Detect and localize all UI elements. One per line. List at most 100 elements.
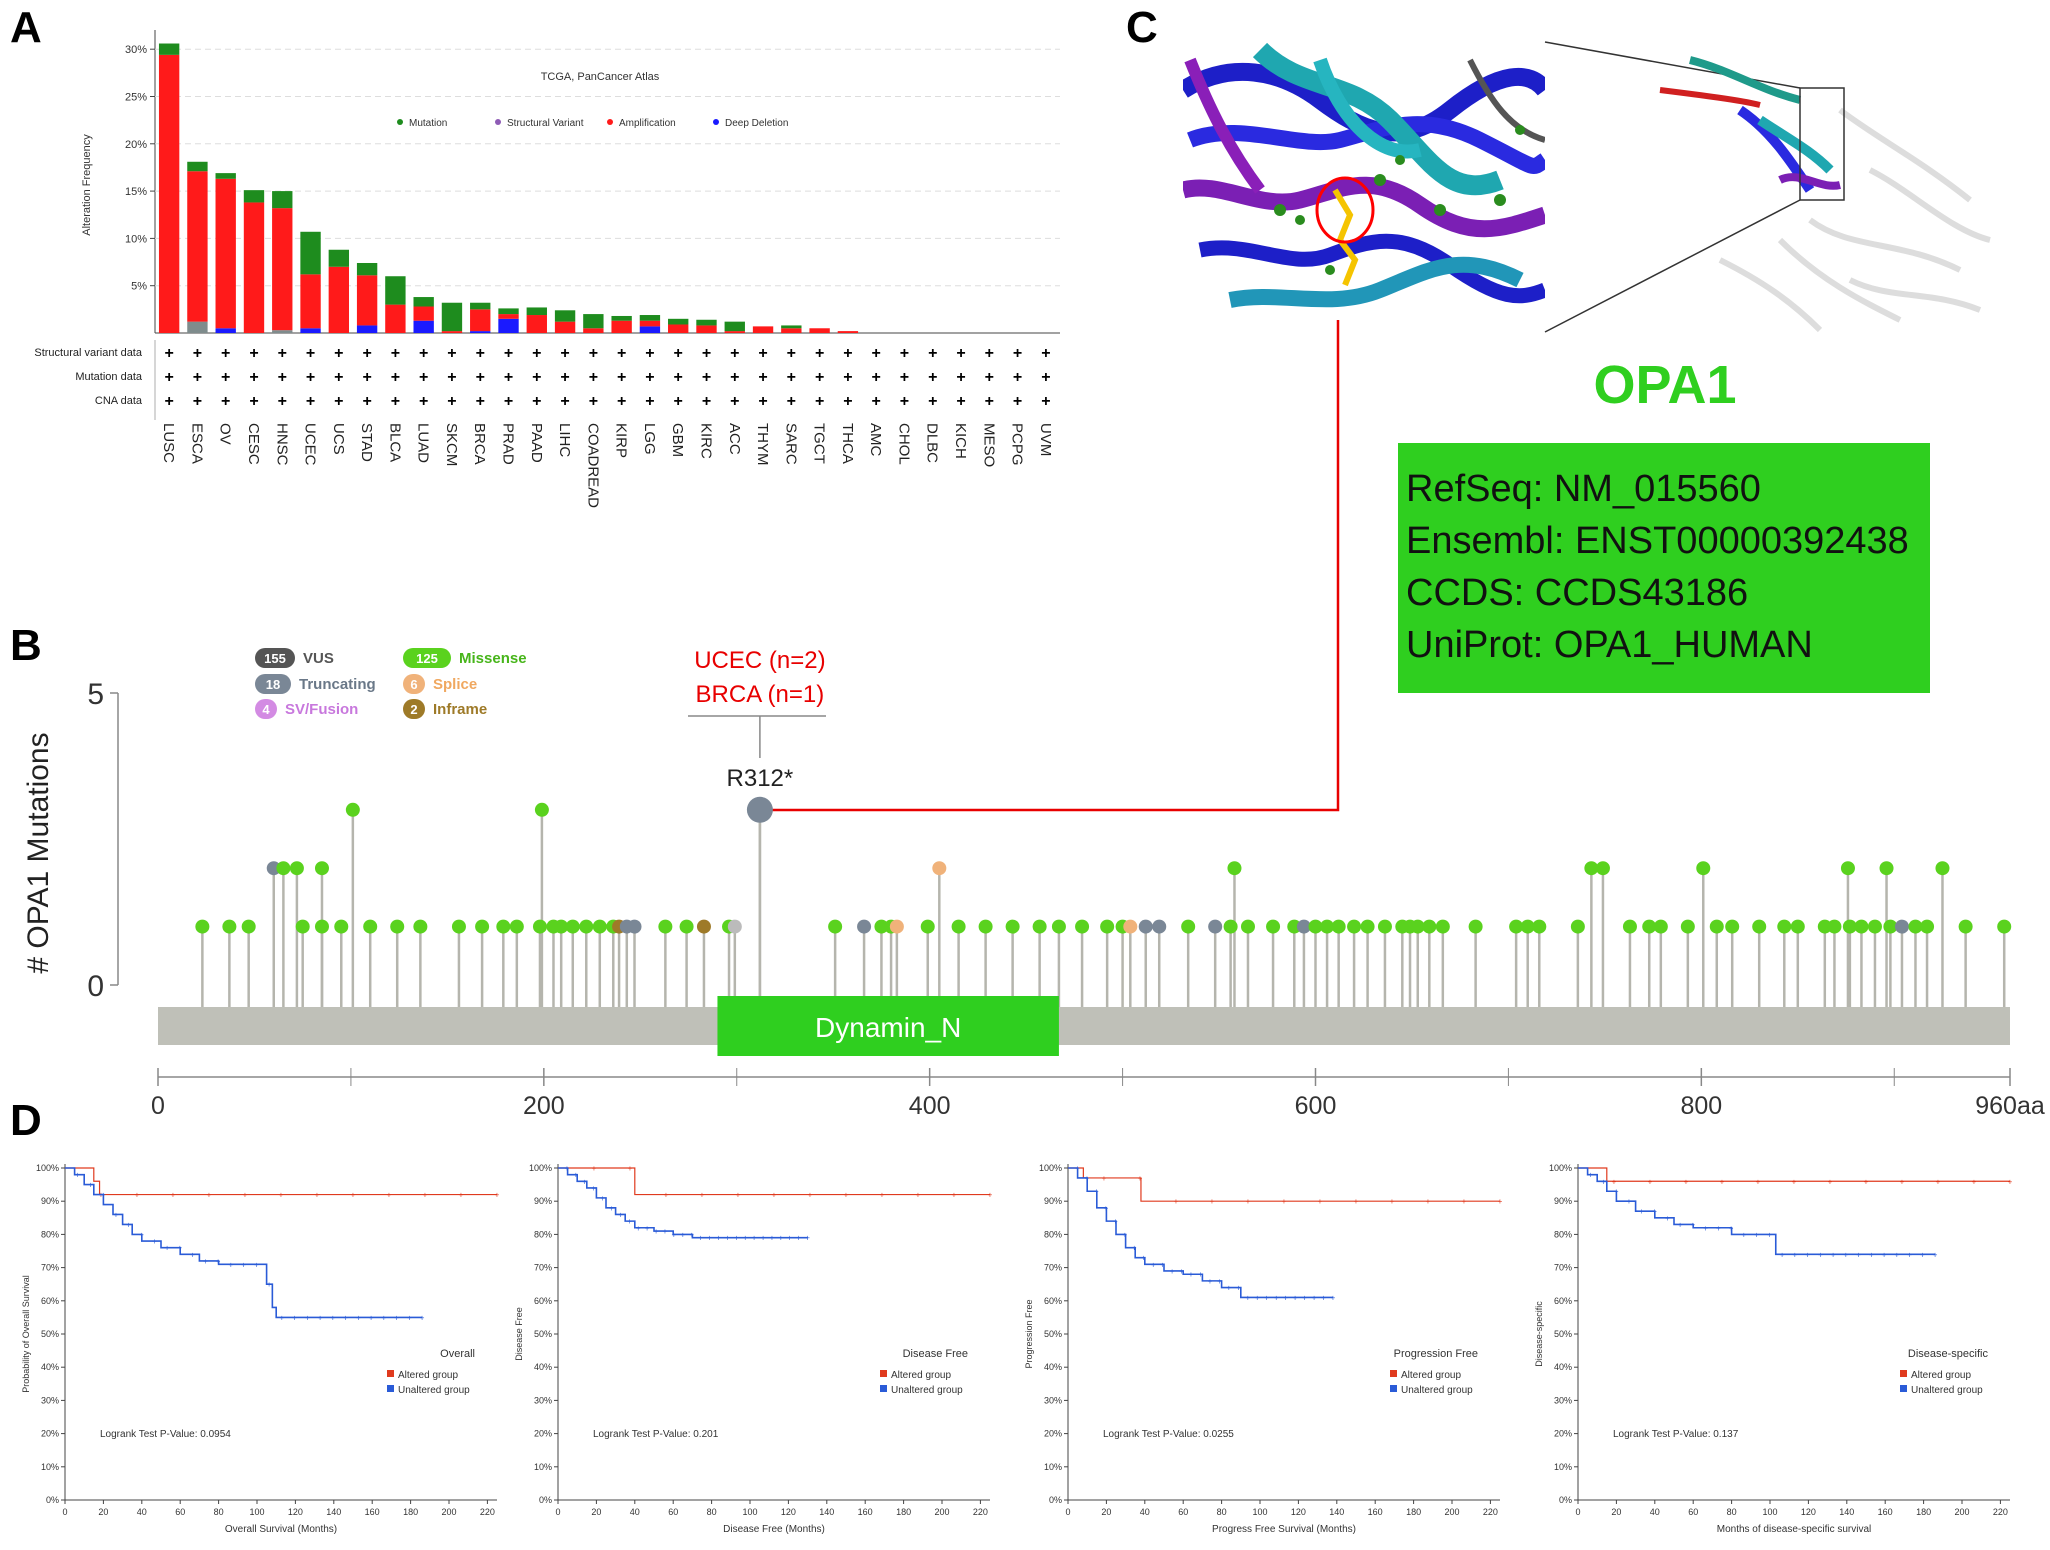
mutation-point-209[interactable] bbox=[554, 919, 569, 934]
censor-mark: + bbox=[305, 1313, 310, 1322]
mutation-point-101[interactable] bbox=[345, 802, 360, 817]
mutation-point-512[interactable] bbox=[1138, 919, 1153, 934]
mutation-point-793[interactable] bbox=[1680, 919, 1695, 934]
mutation-point-620[interactable] bbox=[1347, 919, 1362, 934]
mutation-point-492[interactable] bbox=[1100, 919, 1115, 934]
mutation-point-37[interactable] bbox=[222, 919, 237, 934]
dynamin-n-domain[interactable] bbox=[717, 996, 1059, 1056]
mutation-point-666[interactable] bbox=[1435, 919, 1450, 934]
mutation-point-736[interactable] bbox=[1570, 919, 1585, 934]
mutation-point-229[interactable] bbox=[592, 919, 607, 934]
mutation-point-659[interactable] bbox=[1422, 919, 1437, 934]
mutation-point-578[interactable] bbox=[1266, 919, 1281, 934]
mutation-point-716[interactable] bbox=[1532, 919, 1547, 934]
mutation-point-534[interactable] bbox=[1181, 919, 1196, 934]
mutation-point-843[interactable] bbox=[1777, 919, 1792, 934]
mutation-point-749[interactable] bbox=[1595, 861, 1610, 876]
mutation-point-898[interactable] bbox=[1883, 919, 1898, 934]
mutation-point-136[interactable] bbox=[413, 919, 428, 934]
mutation-point-375[interactable] bbox=[874, 919, 889, 934]
mutation-point-558[interactable] bbox=[1227, 861, 1242, 876]
mutation-point-850[interactable] bbox=[1790, 919, 1805, 934]
mutation-point-366[interactable] bbox=[857, 919, 872, 934]
mutation-point-876[interactable] bbox=[1840, 861, 1855, 876]
mutation-point-743[interactable] bbox=[1584, 861, 1599, 876]
mutation-point-85[interactable] bbox=[314, 919, 329, 934]
mutation-point-904[interactable] bbox=[1894, 919, 1909, 934]
mutation-point-47[interactable] bbox=[241, 919, 256, 934]
mutation-point-247[interactable] bbox=[627, 919, 642, 934]
mutation-point-299[interactable] bbox=[727, 919, 742, 934]
mutation-point-263[interactable] bbox=[658, 919, 673, 934]
mutation-point-600[interactable] bbox=[1308, 919, 1323, 934]
mutation-point-917[interactable] bbox=[1920, 919, 1935, 934]
mutation-point-519[interactable] bbox=[1152, 919, 1167, 934]
mutation-point-779[interactable] bbox=[1653, 919, 1668, 934]
mutation-point-479[interactable] bbox=[1075, 919, 1090, 934]
mutation-point-443[interactable] bbox=[1005, 919, 1020, 934]
mutation-point-816[interactable] bbox=[1725, 919, 1740, 934]
mutation-point-124[interactable] bbox=[390, 919, 405, 934]
mutation-point-199[interactable] bbox=[534, 802, 549, 817]
mutation-point-763[interactable] bbox=[1622, 919, 1637, 934]
mutation-point-383[interactable] bbox=[889, 919, 904, 934]
mutation-point-627[interactable] bbox=[1360, 919, 1375, 934]
mutation-point-877[interactable] bbox=[1842, 919, 1857, 934]
mutation-point-60[interactable] bbox=[266, 861, 281, 876]
mutation-point-869[interactable] bbox=[1827, 919, 1842, 934]
mutation-point-85[interactable] bbox=[314, 861, 329, 876]
mutation-point-594[interactable] bbox=[1296, 919, 1311, 934]
mutation-point-186[interactable] bbox=[509, 919, 524, 934]
survival-ylabel: Disease-specific bbox=[1534, 1301, 1544, 1367]
mutation-point-405[interactable] bbox=[932, 861, 947, 876]
mutation-point-606[interactable] bbox=[1320, 919, 1335, 934]
mutation-point-198[interactable] bbox=[532, 919, 547, 934]
mutation-point-222[interactable] bbox=[579, 919, 594, 934]
mutation-point-704[interactable] bbox=[1509, 919, 1524, 934]
mutation-point-504[interactable] bbox=[1123, 919, 1138, 934]
r312-point[interactable] bbox=[746, 796, 773, 823]
mutation-point-565[interactable] bbox=[1240, 919, 1255, 934]
mutation-point-911[interactable] bbox=[1908, 919, 1923, 934]
mutation-point-548[interactable] bbox=[1208, 919, 1223, 934]
mutation-point-808[interactable] bbox=[1709, 919, 1724, 934]
mutation-point-773[interactable] bbox=[1642, 919, 1657, 934]
mutation-point-179[interactable] bbox=[496, 919, 511, 934]
mutation-point-683[interactable] bbox=[1468, 919, 1483, 934]
mutation-point-429[interactable] bbox=[978, 919, 993, 934]
mutation-point-215[interactable] bbox=[565, 919, 580, 934]
mutation-point-95[interactable] bbox=[334, 919, 349, 934]
mutation-point-110[interactable] bbox=[363, 919, 378, 934]
mutation-point-415[interactable] bbox=[951, 919, 966, 934]
mutation-point-168[interactable] bbox=[475, 919, 490, 934]
mutation-point-937[interactable] bbox=[1958, 919, 1973, 934]
mutation-point-801[interactable] bbox=[1696, 861, 1711, 876]
mutation-point-467[interactable] bbox=[1051, 919, 1066, 934]
mutation-point-925[interactable] bbox=[1935, 861, 1950, 876]
mutation-point-957[interactable] bbox=[1997, 919, 2012, 934]
mutation-point-636[interactable] bbox=[1377, 919, 1392, 934]
censor-mark: + bbox=[636, 1224, 641, 1233]
mutation-point-156[interactable] bbox=[451, 919, 466, 934]
mutation-point-75[interactable] bbox=[295, 919, 310, 934]
mutation-point-351[interactable] bbox=[828, 919, 843, 934]
mutation-point-274[interactable] bbox=[679, 919, 694, 934]
mutation-point-589[interactable] bbox=[1287, 919, 1302, 934]
mutation-point-23[interactable] bbox=[195, 919, 210, 934]
mutation-point-72[interactable] bbox=[289, 861, 304, 876]
mutation-point-883[interactable] bbox=[1854, 919, 1869, 934]
mutation-point-653[interactable] bbox=[1410, 919, 1425, 934]
mutation-point-896[interactable] bbox=[1879, 861, 1894, 876]
mutation-point-457[interactable] bbox=[1032, 919, 1047, 934]
mutation-point-612[interactable] bbox=[1331, 919, 1346, 934]
mutation-point-890[interactable] bbox=[1867, 919, 1882, 934]
mutation-point-710[interactable] bbox=[1520, 919, 1535, 934]
mutation-point-65[interactable] bbox=[276, 861, 291, 876]
mutation-point-283[interactable] bbox=[696, 919, 711, 934]
mutation-point-399[interactable] bbox=[920, 919, 935, 934]
bar-brca-mutation bbox=[470, 302, 491, 310]
panel-a-category-lihc: LIHC bbox=[556, 423, 573, 457]
mutation-point-864[interactable] bbox=[1817, 919, 1832, 934]
mutation-point-830[interactable] bbox=[1752, 919, 1767, 934]
mutation-point-556[interactable] bbox=[1223, 919, 1238, 934]
